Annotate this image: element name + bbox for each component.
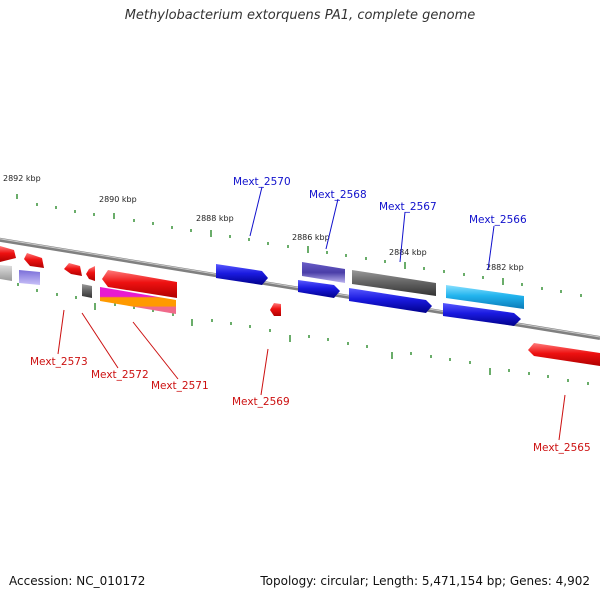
accession-text: Accession: NC_010172	[9, 574, 146, 588]
gene-label-mext-2572[interactable]: Mext_2572	[91, 369, 149, 381]
gene-feature-mext-2568[interactable]	[302, 262, 345, 283]
gene-feature-mext-2571[interactable]	[102, 270, 177, 298]
leader-lines-reverse	[57, 309, 566, 441]
gene-label-mext-2567[interactable]: Mext_2567	[379, 201, 437, 213]
gene-feature-mext-2569[interactable]	[270, 303, 281, 316]
gene-label-mext-2568[interactable]: Mext_2568	[309, 189, 367, 201]
gene-feature-left-4[interactable]	[19, 270, 40, 285]
kbp-label-2892: 2892 kbp	[3, 174, 41, 183]
gene-feature-mext-2566[interactable]	[446, 285, 524, 309]
gene-label-mext-2569[interactable]: Mext_2569	[232, 396, 290, 408]
gene-feature-mext-2572[interactable]	[82, 284, 92, 298]
gene-feature-mext-2567[interactable]	[352, 270, 436, 296]
gene-feature-left-3[interactable]	[0, 265, 12, 281]
gene-label-mext-2571[interactable]: Mext_2571	[151, 380, 209, 392]
kbp-label-2890: 2890 kbp	[99, 195, 137, 204]
leader-lines-forward	[249, 186, 495, 271]
gene-label-mext-2570[interactable]: Mext_2570	[233, 176, 291, 188]
topology-text: Topology: circular; Length: 5,471,154 bp…	[260, 574, 590, 588]
gene-feature-mext-2567-lower[interactable]	[349, 288, 432, 313]
gene-feature-mext-2565[interactable]	[528, 343, 600, 366]
gene-feature-mext-2570[interactable]	[216, 264, 268, 285]
tick-row-inner	[16, 194, 582, 297]
gene-label-mext-2573[interactable]: Mext_2573	[30, 356, 88, 368]
genome-title: Methylobacterium extorquens PA1, complet…	[124, 8, 476, 23]
gene-feature-left-2[interactable]	[24, 253, 44, 268]
gene-label-mext-2565[interactable]: Mext_2565	[533, 442, 591, 454]
kbp-label-2884: 2884 kbp	[389, 248, 427, 257]
gene-feature-mext-2568-lower[interactable]	[298, 280, 340, 298]
kbp-label-2888: 2888 kbp	[196, 214, 234, 223]
kbp-label-2882: 2882 kbp	[486, 263, 524, 272]
gene-feature-mext-2573[interactable]	[64, 263, 82, 276]
gene-feature-mext-2573-b[interactable]	[86, 266, 95, 281]
gene-label-mext-2566[interactable]: Mext_2566	[469, 214, 527, 226]
gene-feature-mext-2566-lower[interactable]	[443, 303, 521, 326]
gene-feature-mext-2571-stripes[interactable]	[100, 287, 176, 314]
kbp-label-2886: 2886 kbp	[292, 233, 330, 242]
gene-feature-left-1[interactable]	[0, 246, 16, 262]
